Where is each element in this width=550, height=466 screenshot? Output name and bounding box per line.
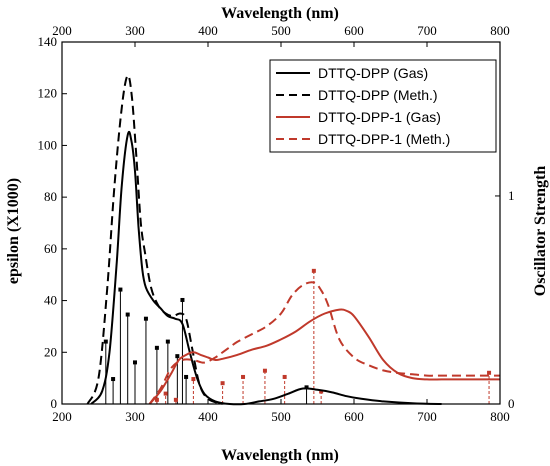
oscillator-stick-marker [220,381,225,386]
oscillator-stick-marker [143,316,148,321]
oscillator-stick-marker [184,374,189,379]
plot-content [86,74,500,406]
y-tick-label: 100 [38,137,58,152]
x-tick-label-top: 400 [198,23,218,38]
y-tick-label: 0 [51,396,58,411]
oscillator-stick-marker [304,385,309,390]
oscillator-stick-marker [180,297,185,302]
series-line-1 [90,130,442,406]
oscillator-stick-marker [173,397,178,402]
y-axis-title-right: Oscillator Strength [532,166,549,297]
legend-box [269,59,497,153]
y2-tick-label: 1 [508,188,515,203]
x-tick-label-bottom: 300 [125,409,145,424]
series-line-2 [86,74,223,405]
y-tick-label: 40 [44,293,57,308]
oscillator-stick-marker [241,374,246,379]
oscillator-stick-marker [103,339,108,344]
oscillator-stick-marker [163,391,168,396]
oscillator-stick-marker [154,397,159,402]
series-line-3 [148,308,500,405]
x-tick-label-top: 800 [490,23,510,38]
oscillator-stick-marker [165,339,170,344]
x-tick-label-top: 600 [344,23,364,38]
legend-label: DTTQ-DPP-1 (Meth.) [318,131,450,147]
oscillator-stick-marker [175,354,180,359]
y-tick-label: 140 [38,34,58,49]
legend-label: DTTQ-DPP-1 (Gas) [318,109,441,125]
x-axis-title-top: Wavelength (nm) [221,5,339,22]
oscillator-stick-marker [262,368,267,373]
y-tick-label: 120 [38,86,58,101]
oscillator-stick-marker [154,345,159,350]
oscillator-stick-marker [311,268,316,273]
series-line-4 [148,281,500,405]
y-tick-label: 80 [44,189,57,204]
x-axis-title-bottom: Wavelength (nm) [221,447,339,464]
axis-ticks: 2002003003004004005005006006007007008008… [38,23,515,424]
oscillator-stick-marker [191,377,196,382]
legend-label: DTTQ-DPP (Gas) [318,65,428,81]
x-tick-label-bottom: 500 [271,409,291,424]
y-axis-title-left: epsilon (X1000) [5,178,22,284]
y2-tick-label: 0 [508,396,515,411]
x-tick-label-bottom: 700 [417,409,437,424]
x-tick-label-top: 200 [52,23,72,38]
oscillator-stick-marker [487,370,492,375]
x-tick-label-bottom: 800 [490,409,510,424]
oscillator-stick-marker [111,377,116,382]
y-tick-label: 60 [44,241,57,256]
oscillator-stick-marker [133,360,137,365]
x-tick-label-bottom: 400 [198,409,218,424]
x-tick-label-bottom: 600 [344,409,364,424]
legend-label: DTTQ-DPP (Meth.) [318,87,438,103]
oscillator-stick-marker [118,287,123,292]
oscillator-stick-marker [282,374,287,379]
x-tick-label-top: 700 [417,23,437,38]
x-tick-label-top: 300 [125,23,145,38]
oscillator-stick-marker [319,389,324,394]
legend: DTTQ-DPP (Gas) DTTQ-DPP (Meth.) DTTQ-DPP-1… [269,59,497,153]
oscillator-stick-marker [125,312,130,317]
y-tick-label: 20 [44,344,57,359]
x-tick-label-top: 500 [271,23,291,38]
x-tick-label-bottom: 200 [52,409,72,424]
